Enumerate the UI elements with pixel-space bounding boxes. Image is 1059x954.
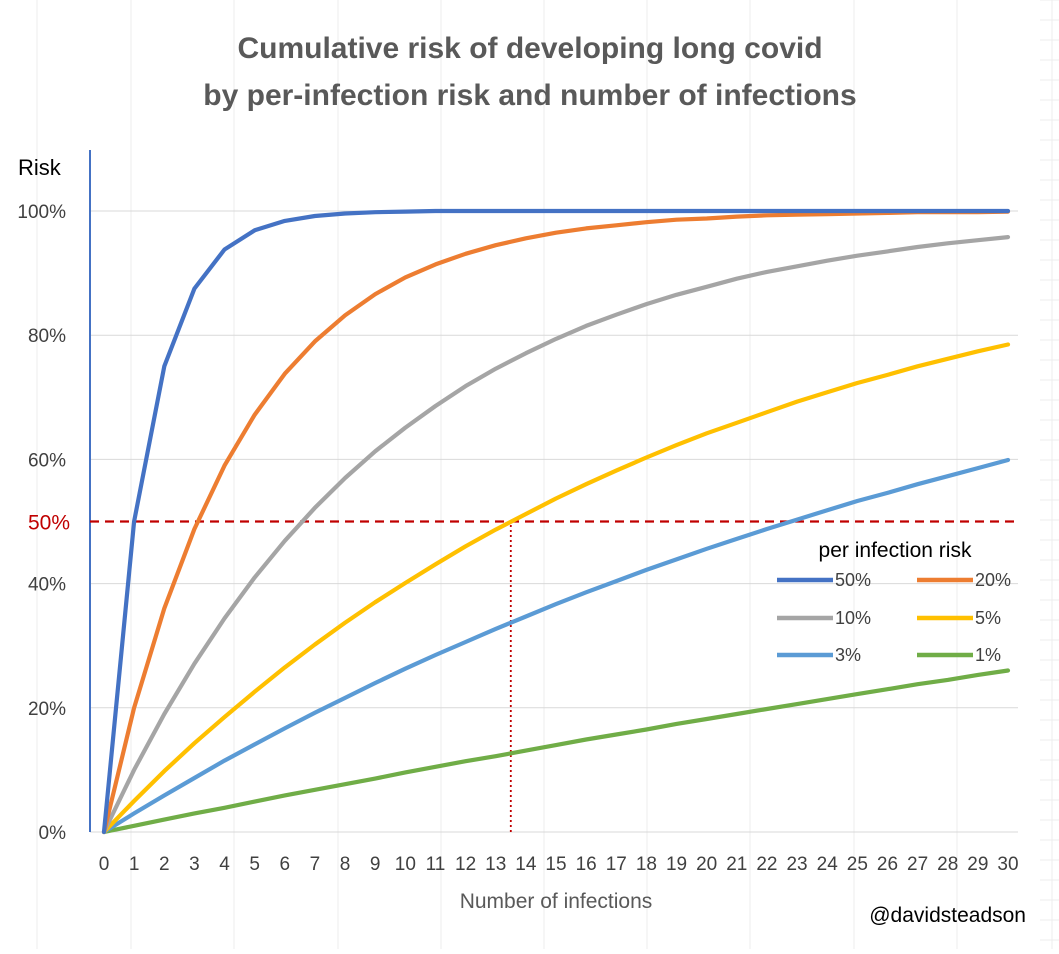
x-tick-label: 2 bbox=[159, 854, 170, 875]
legend-label: 50% bbox=[835, 570, 871, 590]
x-tick-label: 25 bbox=[847, 854, 868, 875]
x-tick-label: 22 bbox=[756, 854, 777, 875]
x-tick-label: 23 bbox=[786, 854, 807, 875]
y-axis-title: Risk bbox=[18, 155, 62, 180]
background-sheet-grid bbox=[36, 0, 1059, 949]
x-tick-label: 3 bbox=[189, 854, 200, 875]
x-tick-label: 5 bbox=[249, 854, 260, 875]
credit-label: @davidsteadson bbox=[869, 904, 1026, 927]
series-lines bbox=[101, 208, 1011, 835]
x-tick-label: 15 bbox=[545, 854, 566, 875]
x-tick-label: 14 bbox=[515, 854, 537, 875]
y-tick-label: 0% bbox=[39, 823, 67, 844]
y-tick-label: 80% bbox=[28, 326, 66, 347]
x-tick-label: 7 bbox=[310, 854, 321, 875]
legend-title: per infection risk bbox=[819, 539, 972, 562]
y-tick-label: 20% bbox=[28, 699, 66, 720]
x-tick-label: 13 bbox=[485, 854, 506, 875]
reference-lines: 50% bbox=[28, 512, 1016, 832]
x-tick-label: 4 bbox=[219, 854, 230, 875]
y-tick-label: 100% bbox=[17, 202, 66, 223]
x-tick-label: 1 bbox=[129, 854, 140, 875]
legend-label: 5% bbox=[975, 608, 1001, 628]
x-tick-label: 17 bbox=[606, 854, 627, 875]
x-tick-label: 21 bbox=[726, 854, 747, 875]
series-line-20pct bbox=[101, 209, 1011, 835]
x-tick-label: 24 bbox=[817, 854, 839, 875]
series-line-1pct bbox=[101, 668, 1011, 835]
series-line-10pct bbox=[101, 235, 1011, 835]
chart-subtitle: by per-infection risk and number of infe… bbox=[203, 79, 856, 112]
x-axis-title: Number of infections bbox=[460, 890, 653, 913]
x-tick-label: 18 bbox=[636, 854, 657, 875]
legend-label: 1% bbox=[975, 645, 1001, 665]
x-tick-label: 19 bbox=[666, 854, 687, 875]
y-tick-label: 40% bbox=[28, 575, 66, 596]
x-tick-label: 0 bbox=[99, 854, 110, 875]
x-tick-label: 27 bbox=[907, 854, 928, 875]
legend: per infection risk 50% 20% 10% 5% 3% 1% bbox=[777, 539, 1011, 665]
x-tick-label: 8 bbox=[340, 854, 351, 875]
x-tick-label: 20 bbox=[696, 854, 717, 875]
x-tick-label: 30 bbox=[997, 854, 1018, 875]
x-tick-label: 29 bbox=[967, 854, 988, 875]
x-tick-label: 6 bbox=[280, 854, 291, 875]
series-line-50pct bbox=[101, 208, 1011, 835]
x-tick-label: 26 bbox=[877, 854, 898, 875]
x-tick-label: 9 bbox=[370, 854, 381, 875]
series-line-5pct bbox=[101, 342, 1011, 835]
legend-label: 20% bbox=[975, 570, 1011, 590]
chart-title: Cumulative risk of developing long covid bbox=[237, 32, 822, 65]
x-tick-label: 11 bbox=[426, 854, 446, 875]
x-tick-labels: 0 1 2 3 4 5 6 7 8 9 10 11 12 13 14 15 16 17 18 19 20 21 22 23 24… bbox=[99, 854, 1019, 875]
x-tick-label: 12 bbox=[455, 854, 476, 875]
y-tick-labels: 0% 20% 40% 60% 80% 100% bbox=[17, 202, 66, 844]
reference-label: 50% bbox=[28, 512, 70, 535]
legend-label: 10% bbox=[835, 608, 871, 628]
series-line-3pct bbox=[101, 457, 1011, 835]
legend-label: 3% bbox=[835, 645, 861, 665]
x-tick-label: 16 bbox=[576, 854, 597, 875]
y-tick-label: 60% bbox=[28, 450, 66, 471]
x-tick-label: 28 bbox=[937, 854, 958, 875]
x-tick-label: 10 bbox=[395, 854, 416, 875]
